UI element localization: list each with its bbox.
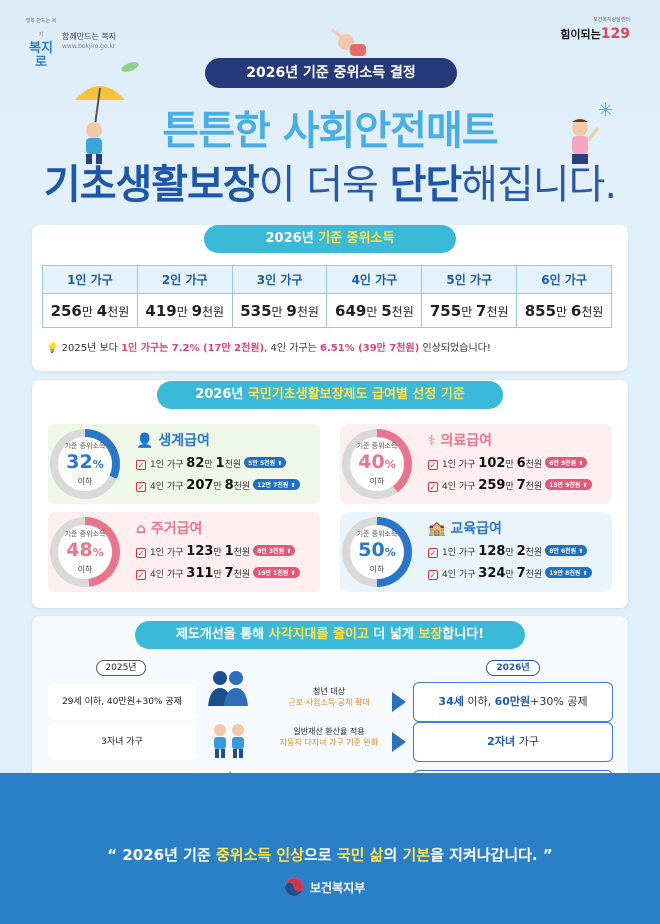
youth-people-icon — [208, 671, 248, 706]
col-header: 2인 가구 — [136, 265, 233, 294]
benefit-0-row1: ✓ 1인 가구 82만 1천원 5만 5천원 ⬆ — [136, 456, 287, 471]
hotline-129: 보건복지상담센터 힘이되는129 — [560, 17, 630, 42]
col-header: 3인 가구 — [231, 265, 328, 294]
improve-0-before: 29세 이하, 40만원+30% 공제 — [48, 684, 196, 720]
sparkle-icon: ✳ — [598, 100, 614, 121]
benefit-1-row2: ✓ 4인 가구 259만 7천원 15만 9천원 ⬆ — [428, 478, 592, 493]
increase-badge: 12만 7천원 ⬆ — [253, 479, 300, 490]
bokjiro-logo[interactable]: 행복 만드는 복지 복지로 함께만드는 복지 www.bokjiro.go.kr — [24, 14, 116, 70]
check-icon: ✓ — [428, 482, 438, 492]
kid-umbrella-illustration — [75, 86, 125, 164]
benefit-1-title: ⚕ 의료급여 — [428, 433, 492, 449]
income-cell: 535만 9천원 — [231, 293, 328, 328]
header-banner — [0, 0, 660, 225]
income-cell: 755만 7천원 — [421, 293, 518, 328]
headline-pill: 2026년 기준 중위소득 결정 — [205, 58, 457, 88]
check-icon: ✓ — [136, 482, 146, 492]
income-cell: 419만 9천원 — [136, 293, 233, 328]
check-icon: ✓ — [428, 460, 438, 470]
stethoscope-icon: ⚕ — [428, 433, 436, 449]
footer-band — [0, 773, 660, 924]
improve-1-change: 일반재산 환산율 적용 자동차 다자녀 가구 기준 완화 — [279, 727, 379, 747]
arrow-right-icon — [392, 732, 406, 752]
check-icon: ✓ — [136, 548, 146, 558]
improvement-pill: 제도개선을 통해 사각지대를 줄이고 더 넓게 보장합니다! — [135, 621, 525, 649]
bokjiro-mark: 행복 만드는 복지 복지로 — [25, 18, 57, 70]
improve-1-after: 2자녀 가구 — [413, 722, 613, 762]
benefit-2-title: ⌂ 주거급여 — [136, 521, 203, 537]
year-2026-badge: 2026년 — [486, 660, 540, 676]
criteria-pill: 2026년 국민기초생활보장제도 급여별 선정 기준 — [157, 381, 503, 409]
improve-0-change: 청년 대상 근로·사업소득 공제 확대 — [288, 687, 370, 707]
benefit-3-title: 🏫 교육급여 — [428, 521, 502, 537]
improve-1-before: 3자녀 가구 — [48, 724, 196, 760]
year-2025-badge: 2025년 — [96, 660, 146, 676]
income-cell: 855만 6천원 — [516, 293, 612, 328]
increase-note: 💡 2025년 보다 1인 가구는 7.2% (17만 2천원), 4인 가구는… — [46, 343, 491, 354]
benefit-1-ring: 기준 중위소득 40% 이하 — [342, 429, 412, 499]
headline-line2: 기초생활보장이 더욱 단단해집니다. — [43, 162, 617, 208]
benefit-3-ring: 기준 중위소득 50% 이하 — [342, 517, 412, 587]
benefit-0-title: 👤 생계급여 — [136, 433, 210, 449]
slogan: “ 2026년 기준 중위소득 인상으로 국민 삶의 기본을 지켜나갑니다. ” — [107, 846, 553, 864]
headline-line1: 튼튼한 사회안전매트 — [162, 108, 498, 154]
logo-url: www.bokjiro.go.kr — [62, 43, 116, 50]
income-cell: 256만 4천원 — [42, 293, 138, 328]
check-icon: ✓ — [136, 570, 146, 580]
house-icon: ⌂ — [136, 521, 147, 537]
benefit-2-row1: ✓ 1인 가구 123만 1천원 8만 3천원 ⬆ — [136, 544, 296, 559]
col-header: 4인 가구 — [326, 265, 423, 294]
income-cell: 649만 5천원 — [326, 293, 423, 328]
taegeuk-emblem-icon — [285, 878, 303, 896]
increase-badge: 6만 9천원 ⬆ — [545, 457, 588, 468]
increase-badge: 5만 5천원 ⬆ — [244, 457, 287, 468]
increase-badge: 8만 3천원 ⬆ — [253, 545, 296, 556]
benefit-1-row1: ✓ 1인 가구 102만 6천원 6만 9천원 ⬆ — [428, 456, 588, 471]
increase-badge: 19만 1천원 ⬆ — [253, 567, 300, 578]
check-icon: ✓ — [136, 460, 146, 470]
increase-badge: 15만 9천원 ⬆ — [545, 479, 592, 490]
increase-badge: 8만 6천원 ⬆ — [545, 545, 588, 556]
kid-jumping-illustration — [331, 28, 366, 56]
check-icon: ✓ — [428, 548, 438, 558]
leaf-icon — [121, 62, 139, 72]
benefit-0-ring: 기준 중위소득 32% 이하 — [50, 429, 120, 499]
logo-tagline: 함께만드는 복지 — [62, 32, 117, 41]
median-income-pill: 2026년 기준 중위소득 — [204, 225, 456, 253]
benefit-2-row2: ✓ 4인 가구 311만 7천원 19만 1천원 ⬆ — [136, 566, 300, 581]
col-header: 6인 가구 — [516, 265, 612, 294]
benefit-3-row2: ✓ 4인 가구 324만 7천원 19만 8천원 ⬆ — [428, 566, 592, 581]
increase-badge: 19만 8천원 ⬆ — [545, 567, 592, 578]
col-header: 1인 가구 — [42, 265, 138, 294]
benefit-3-row1: ✓ 1인 가구 128만 2천원 8만 6천원 ⬆ — [428, 544, 588, 559]
improve-0-after: 34세 이하, 60만원+30% 공제 — [413, 682, 613, 722]
kid-waving-illustration — [572, 119, 600, 164]
person-icon: 👤 — [136, 433, 154, 449]
ministry-logo[interactable]: 보건복지부 — [284, 877, 365, 897]
arrow-right-icon — [392, 692, 406, 712]
check-icon: ✓ — [428, 570, 438, 580]
benefit-0-row2: ✓ 4인 가구 207만 8천원 12만 7천원 ⬆ — [136, 478, 300, 493]
children-icon — [214, 724, 244, 758]
benefit-2-ring: 기준 중위소득 48% 이하 — [50, 517, 120, 587]
school-icon: 🏫 — [428, 521, 446, 537]
lightbulb-icon: 💡 — [46, 343, 59, 354]
col-header: 5인 가구 — [421, 265, 518, 294]
median-income-table: 1인 가구 2인 가구 3인 가구 4인 가구 5인 가구 6인 가구 256만 4천원… — [42, 265, 612, 328]
